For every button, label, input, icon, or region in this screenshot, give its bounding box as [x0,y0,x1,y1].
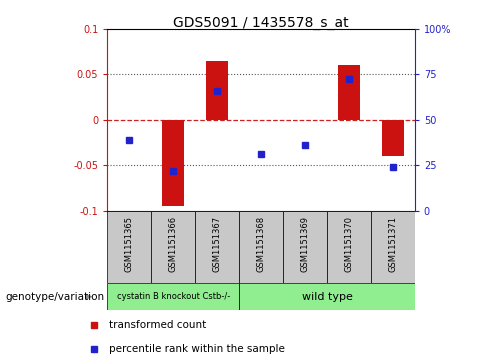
Text: wild type: wild type [302,292,352,302]
Text: percentile rank within the sample: percentile rank within the sample [108,344,285,354]
Text: GSM1151367: GSM1151367 [213,216,222,273]
Bar [338,65,360,120]
Text: GSM1151370: GSM1151370 [345,216,353,272]
Bar [371,211,415,283]
Bar [107,211,151,283]
Bar [107,283,239,310]
Bar [195,211,239,283]
Bar [206,61,228,120]
Text: GSM1151365: GSM1151365 [125,216,134,272]
Text: cystatin B knockout Cstb-/-: cystatin B knockout Cstb-/- [117,292,230,301]
Text: GSM1151366: GSM1151366 [169,216,178,273]
Text: GSM1151368: GSM1151368 [257,216,265,273]
Bar [283,211,327,283]
Bar [239,283,415,310]
Text: GSM1151371: GSM1151371 [388,216,397,272]
Text: GDS5091 / 1435578_s_at: GDS5091 / 1435578_s_at [173,16,349,30]
Bar [151,211,195,283]
Bar [162,120,184,206]
Text: transformed count: transformed count [108,320,206,330]
Bar [382,120,404,156]
Bar [239,211,283,283]
Text: genotype/variation: genotype/variation [5,292,104,302]
Bar [327,211,371,283]
Text: GSM1151369: GSM1151369 [301,216,309,272]
